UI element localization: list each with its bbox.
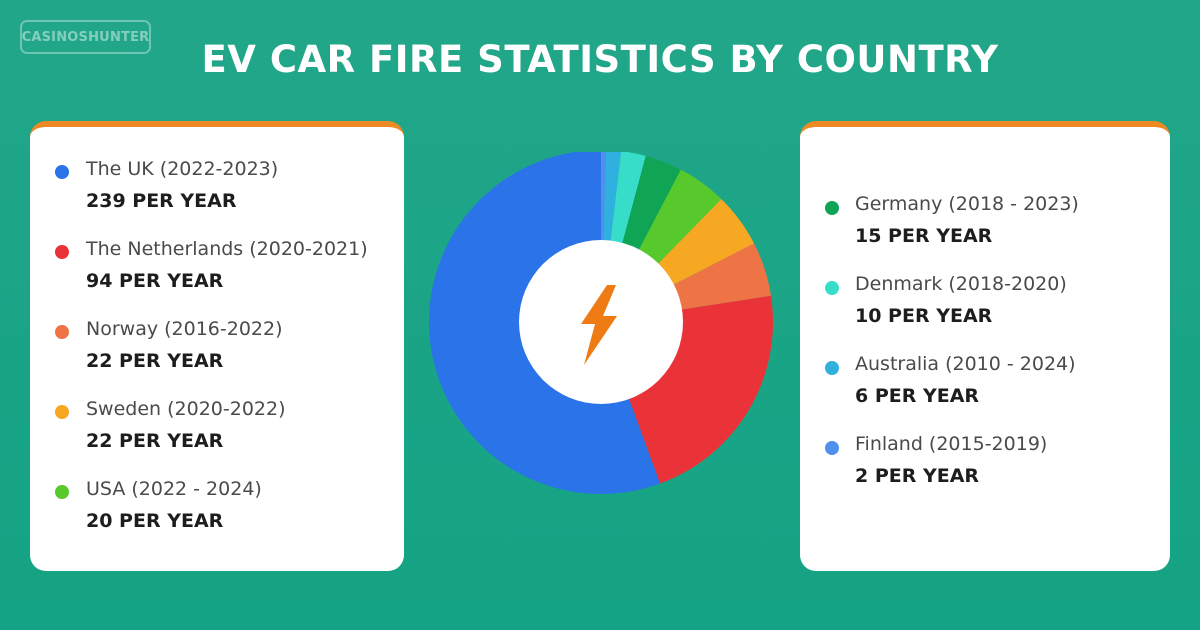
- legend-item-norway: Norway (2016-2022) 22 PER YEAR: [30, 317, 404, 397]
- legend-label-uk: The UK (2022-2023): [86, 158, 279, 180]
- legend-card-left: The UK (2022-2023) 239 PER YEAR The Neth…: [30, 121, 404, 571]
- casinoshunter-logo: CASINOSHUNTER: [20, 20, 151, 54]
- legend-value-usa: 20 PER YEAR: [86, 510, 224, 532]
- legend-item-germany: Germany (2018 - 2023) 15 PER YEAR: [800, 192, 1170, 272]
- legend-dot-norway: [55, 325, 69, 339]
- page-title: EV CAR FIRE STATISTICS BY COUNTRY: [201, 38, 999, 81]
- legend-label-sweden: Sweden (2020-2022): [86, 398, 286, 420]
- legend-item-australia: Australia (2010 - 2024) 6 PER YEAR: [800, 352, 1170, 432]
- legend-label-denmark: Denmark (2018-2020): [855, 273, 1067, 295]
- legend-value-norway: 22 PER YEAR: [86, 350, 224, 372]
- legend-dot-germany: [825, 201, 839, 215]
- legend-card-right: Germany (2018 - 2023) 15 PER YEAR Denmar…: [800, 121, 1170, 571]
- legend-dot-sweden: [55, 405, 69, 419]
- legend-value-australia: 6 PER YEAR: [855, 385, 980, 407]
- legend-dot-finland: [825, 441, 839, 455]
- legend-item-finland: Finland (2015-2019) 2 PER YEAR: [800, 432, 1170, 512]
- legend-item-usa: USA (2022 - 2024) 20 PER YEAR: [30, 477, 404, 557]
- legend-item-netherlands: The Netherlands (2020-2021) 94 PER YEAR: [30, 237, 404, 317]
- legend-value-denmark: 10 PER YEAR: [855, 305, 993, 327]
- legend-value-sweden: 22 PER YEAR: [86, 430, 224, 452]
- lightning-bolt-icon: [581, 285, 617, 365]
- legend-label-australia: Australia (2010 - 2024): [855, 353, 1076, 375]
- legend-item-sweden: Sweden (2020-2022) 22 PER YEAR: [30, 397, 404, 477]
- legend-value-finland: 2 PER YEAR: [855, 465, 980, 487]
- legend-item-denmark: Denmark (2018-2020) 10 PER YEAR: [800, 272, 1170, 352]
- legend-dot-denmark: [825, 281, 839, 295]
- legend-item-uk: The UK (2022-2023) 239 PER YEAR: [30, 157, 404, 237]
- legend-value-germany: 15 PER YEAR: [855, 225, 993, 247]
- legend-label-norway: Norway (2016-2022): [86, 318, 283, 340]
- legend-dot-netherlands: [55, 245, 69, 259]
- legend-label-usa: USA (2022 - 2024): [86, 478, 262, 500]
- legend-label-netherlands: The Netherlands (2020-2021): [86, 238, 368, 260]
- legend-dot-australia: [825, 361, 839, 375]
- legend-label-germany: Germany (2018 - 2023): [855, 193, 1079, 215]
- legend-label-finland: Finland (2015-2019): [855, 433, 1048, 455]
- legend-dot-uk: [55, 165, 69, 179]
- donut-chart: [429, 152, 774, 494]
- legend-value-uk: 239 PER YEAR: [86, 190, 237, 212]
- legend-value-netherlands: 94 PER YEAR: [86, 270, 224, 292]
- legend-dot-usa: [55, 485, 69, 499]
